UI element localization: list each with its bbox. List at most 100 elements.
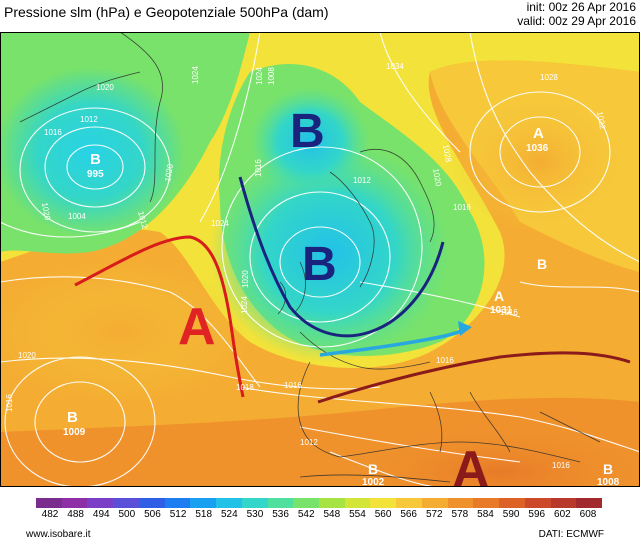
scale-swatch: [216, 498, 243, 508]
isobar-label: 1020: [40, 202, 52, 222]
label-high-atlantic: A: [178, 298, 216, 356]
low-central-field: [210, 142, 450, 362]
isobar-label: 1012: [80, 115, 98, 124]
scale-swatch: [241, 498, 269, 508]
isobar-label: 1012: [353, 176, 371, 185]
scale-swatch: [113, 498, 140, 508]
south-warm-field: [330, 422, 640, 487]
scale-tick-label: 506: [144, 509, 161, 520]
isobar-label: 1020: [18, 351, 36, 360]
isobar-label: 1024: [255, 67, 264, 85]
ridge-axis-south: [317, 351, 631, 404]
scale-swatch: [190, 498, 217, 508]
scale-tick-label: 602: [554, 509, 571, 520]
coastlines: [19, 32, 601, 483]
jet-arrow: [319, 326, 469, 357]
run-info: init: 00z 26 Apr 2016 valid: 00z 29 Apr …: [517, 0, 636, 28]
scale-swatch: [396, 498, 423, 508]
low-south-letter: B: [368, 461, 378, 477]
isobar-label: 1018: [236, 383, 254, 392]
low-nw-field: [0, 67, 185, 237]
isobar-label: 1016: [453, 203, 471, 212]
valid-time: valid: 00z 29 Apr 2016: [517, 14, 636, 28]
low-se-value: 1008: [597, 477, 620, 487]
scale-tick-label: 608: [579, 509, 597, 520]
isobar-values: 1034 1028 1032 1024 1020 1012 1016 1020 …: [5, 62, 607, 470]
weather-map: A B B A B 995 A 1036 A 1031 B B 1009 B 1…: [0, 32, 640, 487]
low-sw-letter: B: [67, 409, 78, 426]
low-north-field: [250, 87, 370, 197]
isobar-label: 1004: [68, 212, 86, 221]
isobar-label: 1020: [163, 163, 175, 183]
isobar-label: 1016: [254, 159, 263, 177]
scale-tick-label: 518: [195, 509, 213, 520]
scale-swatch: [370, 498, 397, 508]
scale-tick-label: 500: [118, 509, 136, 520]
scale-tick-label: 596: [528, 509, 546, 520]
isobar-label: 1028: [540, 73, 558, 82]
scale-swatch: [293, 498, 320, 508]
scale-tick-label: 494: [92, 509, 110, 520]
scale-tick-label: 554: [349, 509, 366, 520]
high-central-letter: A: [494, 288, 504, 304]
isobar-label: 1028: [441, 144, 453, 164]
scale-tick-label: 512: [169, 509, 187, 520]
scale-swatch: [267, 498, 294, 508]
high-central-value: 1031: [490, 305, 513, 316]
ridge-axis-atlantic: [74, 235, 245, 398]
scale-swatch: [524, 498, 552, 508]
scale-swatch: [447, 498, 474, 508]
scale-tick-label: 590: [502, 509, 520, 520]
scale-tick-label: 584: [477, 509, 494, 520]
isobar-label: 1016: [284, 381, 302, 390]
isobar-label: 1020: [431, 168, 443, 188]
isobar-label: 1024: [240, 296, 249, 314]
isobar-label: 1020: [96, 83, 114, 92]
low-nw-value: 995: [87, 169, 104, 180]
isobar-label: 1024: [191, 66, 200, 84]
scale-tick-label: 488: [67, 509, 84, 520]
scale-swatch: [344, 498, 371, 508]
scale-swatch: [550, 498, 577, 508]
low-sw-value: 1009: [63, 427, 86, 438]
scale-swatch: [138, 498, 166, 508]
isobar-label: 1032: [595, 111, 607, 131]
high-atlantic-field: [0, 262, 250, 402]
map-canvas: A B B A B 995 A 1036 A 1031 B B 1009 B 1…: [0, 32, 640, 487]
high-east-field: [450, 92, 630, 232]
data-source: DATI: ECMWF: [538, 529, 604, 540]
low-east-letter: B: [537, 256, 547, 272]
isobar-label: 1020: [241, 270, 250, 288]
scale-ticks: 482 488 494 500 506 512 518 524 530 536 542 548 554 5…: [30, 509, 610, 523]
low-se-letter: B: [603, 461, 613, 477]
center-labels: B 995 A 1036 A 1031 B B 1009 B 1002 B 10…: [63, 125, 620, 487]
scale-swatch: [576, 498, 603, 508]
isobar-label: 1008: [267, 67, 276, 85]
high-east-letter: A: [533, 125, 544, 142]
big-labels: A B B A: [178, 105, 490, 487]
isobar-label: 1034: [386, 62, 404, 71]
trough-axis: [238, 176, 445, 338]
color-scale: [36, 498, 603, 508]
init-time: init: 00z 26 Apr 2016: [526, 0, 636, 14]
scale-tick-label: 572: [425, 509, 443, 520]
isobar-label: 1016: [500, 308, 518, 317]
scale-swatch: [36, 498, 63, 508]
scale-tick-label: 536: [272, 509, 289, 520]
scale-swatch: [473, 498, 500, 508]
isobar-label: 1016: [44, 128, 62, 137]
scale-swatch: [421, 498, 449, 508]
scale-tick-label: 578: [451, 509, 469, 520]
scale-tick-label: 482: [41, 509, 59, 520]
scale-tick-label: 530: [246, 509, 264, 520]
high-east-value: 1036: [526, 143, 549, 154]
isobar-label: 1016: [436, 356, 454, 365]
scale-tick-label: 542: [297, 509, 315, 520]
label-high-south: A: [452, 441, 490, 487]
scale-tick-label: 524: [220, 509, 238, 520]
label-low-north: B: [290, 105, 325, 158]
site-credit[interactable]: www.isobare.it: [26, 529, 91, 540]
scale-swatch: [319, 498, 346, 508]
low-nw-letter: B: [90, 151, 101, 168]
map-title: Pressione slm (hPa) e Geopotenziale 500h…: [4, 4, 329, 20]
